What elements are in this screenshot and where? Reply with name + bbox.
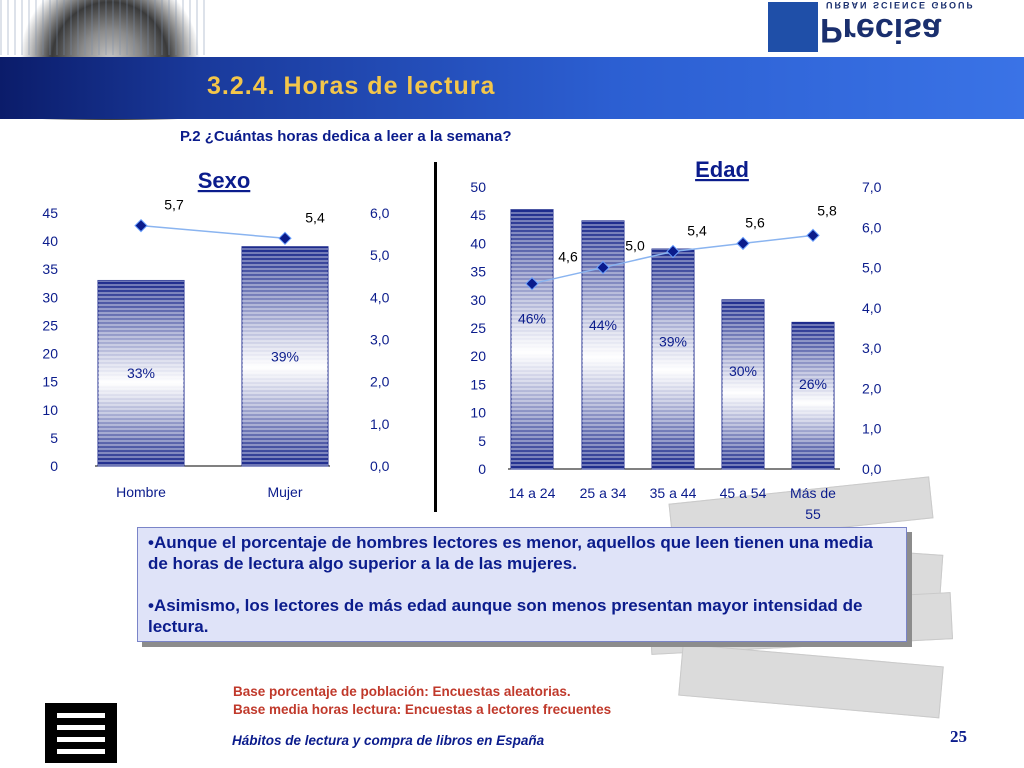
line-point-marker <box>736 236 750 251</box>
line-point-marker <box>134 218 148 233</box>
bar-stripes <box>792 322 834 469</box>
bar-stripes <box>511 209 553 469</box>
left-tick-label: 30 <box>42 289 58 305</box>
line-point-label: 5,4 <box>687 222 707 238</box>
category-label: Mujer <box>267 484 302 500</box>
category-label: 55 <box>805 506 821 522</box>
left-tick-label: 5 <box>50 430 58 446</box>
line-point-marker <box>525 276 539 291</box>
right-tick-label: 0,0 <box>862 461 882 477</box>
left-tick-label: 5 <box>478 433 486 449</box>
left-tick-label: 15 <box>42 374 58 390</box>
right-tick-label: 3,0 <box>862 340 882 356</box>
bar-value-label: 46% <box>518 311 546 327</box>
right-tick-label: 2,0 <box>862 380 882 396</box>
line-point-label: 5,8 <box>817 202 837 218</box>
line-point-marker <box>278 231 292 246</box>
question-text: P.2 ¿Cuántas horas dedica a leer a la se… <box>180 128 512 145</box>
left-tick-label: 25 <box>42 317 58 333</box>
bar-value-label: 26% <box>799 376 827 392</box>
header-data-stream <box>0 0 205 55</box>
hours-line <box>140 224 286 240</box>
footer-logo <box>45 703 117 763</box>
logo-mark <box>768 2 818 52</box>
line-point-marker <box>666 244 680 259</box>
footer-title: Hábitos de lectura y compra de libros en… <box>232 733 545 748</box>
slide-title: 3.2.4. Horas de lectura <box>207 72 496 100</box>
base-note-2: Base media horas lectura: Encuestas a le… <box>233 702 612 717</box>
line-point-label: 4,6 <box>558 249 578 265</box>
bar-stripes <box>722 299 764 469</box>
left-tick-label: 10 <box>42 402 58 418</box>
left-tick-label: 50 <box>470 179 486 195</box>
left-tick-label: 40 <box>42 233 58 249</box>
right-tick-label: 1,0 <box>862 421 882 437</box>
chart-divider <box>434 162 437 512</box>
right-tick-label: 6,0 <box>370 205 390 221</box>
right-tick-label: 4,0 <box>862 300 882 316</box>
bar-stripes <box>98 280 184 466</box>
bar-value-label: 39% <box>271 348 299 364</box>
bar-value-label: 30% <box>729 363 757 379</box>
line-point-marker <box>596 260 610 275</box>
left-tick-label: 10 <box>470 405 486 421</box>
right-tick-label: 6,0 <box>862 219 882 235</box>
right-tick-label: 5,0 <box>370 247 390 263</box>
line-point-label: 5,7 <box>164 197 184 213</box>
bar-value-label: 33% <box>127 365 155 381</box>
left-tick-label: 25 <box>470 320 486 336</box>
right-tick-label: 0,0 <box>370 458 390 474</box>
base-notes: Base porcentaje de población: Encuestas … <box>233 683 611 719</box>
bar-stripes <box>242 246 328 466</box>
right-tick-label: 5,0 <box>862 260 882 276</box>
line-point-marker <box>806 228 820 243</box>
right-tick-label: 4,0 <box>370 289 390 305</box>
left-tick-label: 0 <box>478 461 486 477</box>
left-tick-label: 20 <box>42 346 58 362</box>
category-label: Más de <box>790 485 836 501</box>
bar-stripes <box>582 220 624 469</box>
line-point-label: 5,6 <box>745 214 765 230</box>
insight-text-1: •Aunque el porcentaje de hombres lectore… <box>148 533 873 573</box>
bar-value-label: 39% <box>659 333 687 349</box>
bar-stripes <box>652 249 694 469</box>
chart-title-1: Edad <box>695 157 749 182</box>
left-tick-label: 45 <box>42 205 58 221</box>
insight-text-2: •Asimismo, los lectores de más edad aunq… <box>148 596 863 636</box>
category-label: 45 a 54 <box>720 485 767 501</box>
right-tick-label: 1,0 <box>370 416 390 432</box>
left-tick-label: 20 <box>470 348 486 364</box>
left-tick-label: 15 <box>470 376 486 392</box>
insight-box: •Aunque el porcentaje de hombres lectore… <box>137 527 907 642</box>
left-tick-label: 30 <box>470 292 486 308</box>
left-tick-label: 0 <box>50 458 58 474</box>
left-tick-label: 40 <box>470 235 486 251</box>
left-tick-label: 35 <box>470 264 486 280</box>
left-tick-label: 45 <box>470 207 486 223</box>
right-tick-label: 3,0 <box>370 332 390 348</box>
line-point-label: 5,0 <box>625 238 645 254</box>
base-note-1: Base porcentaje de población: Encuestas … <box>233 684 571 699</box>
right-tick-label: 7,0 <box>862 179 882 195</box>
page-number: 25 <box>950 727 967 746</box>
bar-value-label: 44% <box>589 317 617 333</box>
chart-title-0: Sexo <box>198 168 251 193</box>
right-tick-label: 2,0 <box>370 374 390 390</box>
line-point-label: 5,4 <box>305 209 325 225</box>
category-label: Hombre <box>116 484 166 500</box>
left-tick-label: 35 <box>42 261 58 277</box>
category-label: 25 a 34 <box>580 485 627 501</box>
category-label: 14 a 24 <box>509 485 556 501</box>
precisa-logo: Precisa URBAN SCIENCE GROUP <box>768 0 978 52</box>
category-label: 35 a 44 <box>650 485 697 501</box>
title-bar: 3.2.4. Horas de lectura <box>0 57 1024 119</box>
